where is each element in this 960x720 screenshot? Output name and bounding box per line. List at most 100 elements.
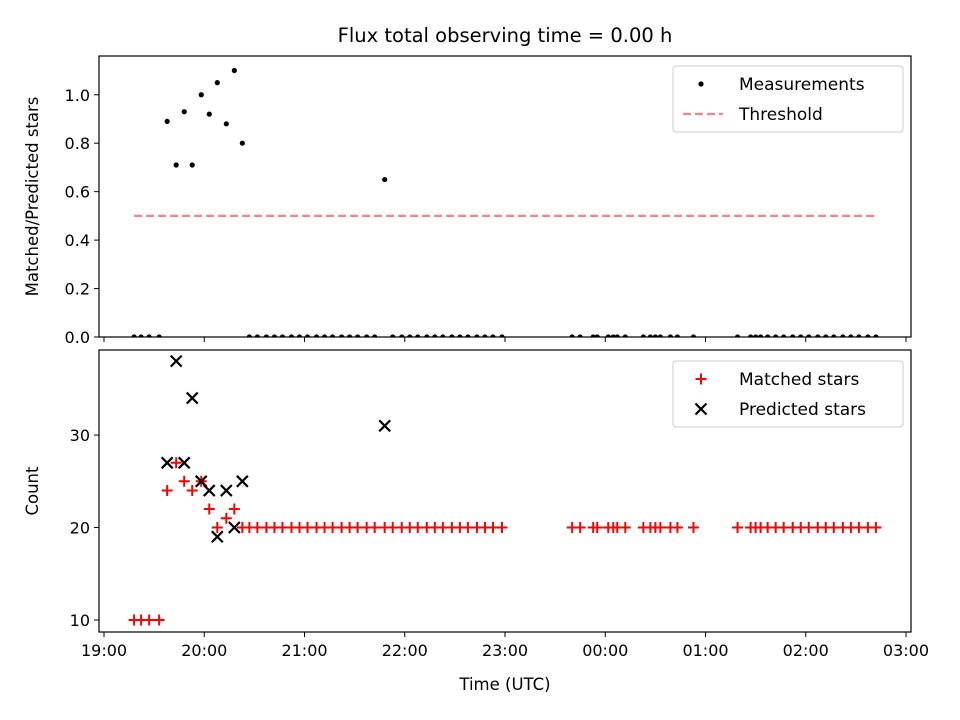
data-point — [490, 334, 496, 337]
data-point — [161, 485, 173, 497]
panel-ratio: 0.0 0.2 0.4 0.6 0.8 1.0 Matched/Predicted star… — [23, 55, 912, 347]
data-point — [614, 334, 620, 337]
data-point — [815, 334, 821, 337]
series-1-0 — [128, 457, 882, 626]
data-point — [313, 334, 320, 337]
data-point — [640, 334, 646, 337]
data-point — [355, 334, 361, 337]
data-point — [239, 140, 245, 146]
data-point — [146, 334, 152, 337]
data-point — [407, 334, 413, 337]
x-tick-label: 21:00 — [281, 641, 327, 660]
data-point — [372, 334, 378, 337]
x-tick-label: 19:00 — [81, 641, 127, 660]
data-point — [657, 334, 663, 337]
data-point — [574, 522, 586, 534]
data-point — [474, 334, 480, 337]
data-point — [652, 334, 658, 337]
x-tick-label: 20:00 — [181, 641, 227, 660]
x-tick-label: 03:00 — [883, 641, 929, 660]
panel-count: 19:00 20:00 21:00 22:00 23:00 00:00 01:00 02:00… — [23, 349, 929, 660]
data-point — [415, 334, 421, 337]
data-point — [143, 614, 155, 626]
data-point — [765, 334, 771, 337]
data-point — [246, 334, 252, 337]
data-point — [181, 109, 187, 115]
data-point — [214, 80, 220, 86]
y-tick-label: 0.2 — [65, 280, 90, 299]
data-point — [228, 503, 240, 515]
data-point — [734, 334, 741, 337]
data-point — [138, 334, 144, 337]
data-point — [296, 334, 303, 337]
y-tick-label: 0.8 — [65, 134, 90, 153]
data-point — [131, 334, 137, 337]
data-point — [153, 614, 165, 626]
data-point — [378, 419, 391, 433]
data-point — [773, 334, 779, 337]
data-point — [482, 334, 488, 337]
data-point — [170, 457, 182, 469]
data-point — [748, 334, 754, 337]
data-point — [496, 522, 508, 534]
data-point — [870, 522, 882, 534]
data-point — [758, 334, 764, 337]
data-point — [790, 334, 796, 337]
data-point — [873, 334, 879, 337]
data-point — [667, 334, 674, 337]
y-axis-label: Count — [23, 466, 42, 516]
y-tick-label: 30 — [70, 426, 90, 445]
data-point — [848, 334, 854, 337]
y-tick-label: 10 — [70, 611, 90, 630]
data-point — [186, 485, 198, 497]
x-axis-label: Time (UTC) — [458, 675, 550, 694]
data-point — [465, 334, 471, 337]
legend-label: Threshold — [738, 105, 823, 125]
data-point — [211, 530, 224, 544]
data-point — [798, 334, 804, 337]
legend-box — [672, 65, 904, 133]
data-point — [781, 334, 787, 337]
data-point — [228, 521, 241, 534]
data-point — [271, 334, 278, 337]
data-point — [594, 334, 600, 337]
data-point — [687, 522, 699, 534]
data-point — [177, 456, 191, 470]
legend: Measurements Threshold — [672, 65, 904, 133]
data-point — [823, 334, 829, 337]
data-point — [619, 522, 631, 534]
y-tick-label: 0.6 — [65, 183, 90, 202]
data-point — [865, 334, 871, 337]
legend: Matched stars Predicted stars — [672, 360, 904, 428]
data-point — [369, 522, 381, 534]
data-point — [347, 334, 353, 337]
data-point — [189, 162, 195, 168]
data-point — [753, 334, 759, 337]
x-tick-label: 22:00 — [382, 641, 428, 660]
data-point — [185, 391, 199, 405]
plot-area — [131, 67, 879, 337]
data-point — [160, 456, 174, 470]
y-axis-label: Matched/Predicted stars — [23, 97, 42, 297]
data-point — [390, 334, 396, 337]
data-point — [198, 92, 204, 98]
legend-swatch — [698, 81, 704, 87]
legend-label: Measurements — [739, 75, 865, 95]
data-point — [164, 118, 170, 125]
y-tick-label: 0.0 — [65, 328, 90, 347]
x-tick-label: 02:00 — [783, 641, 829, 660]
data-point — [382, 176, 388, 183]
data-point — [364, 334, 370, 337]
data-point — [263, 334, 270, 337]
data-point — [806, 334, 812, 337]
data-point — [231, 67, 237, 74]
data-point — [732, 522, 744, 534]
data-point — [499, 334, 505, 337]
data-point — [223, 121, 229, 127]
y-tick-label: 1.0 — [65, 86, 90, 105]
data-point — [202, 484, 216, 497]
data-point — [449, 334, 455, 337]
data-point — [288, 334, 295, 337]
data-point — [254, 334, 260, 337]
